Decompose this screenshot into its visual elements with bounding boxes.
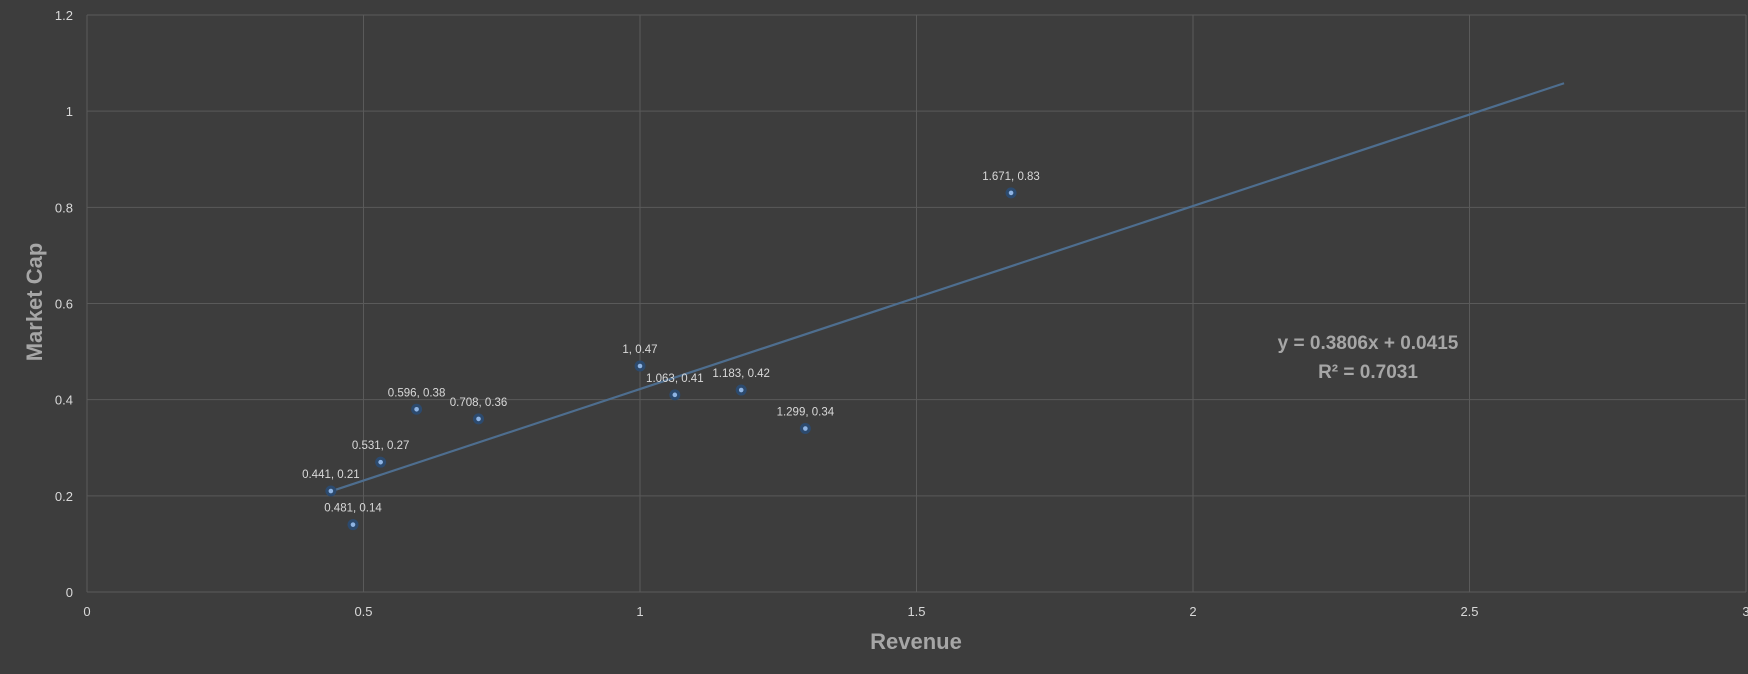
data-labels: 0.441, 0.21 0.481, 0.14 0.531, 0.27 0.596, … [302, 171, 1040, 515]
x-tick-label: 2.5 [1460, 604, 1478, 619]
data-label: 1.671, 0.83 [982, 171, 1040, 183]
y-tick-label: 0.6 [55, 297, 73, 312]
data-point[interactable] [799, 423, 811, 435]
data-point-marker [476, 416, 481, 422]
data-point[interactable] [411, 403, 423, 415]
trendline [330, 82, 1565, 493]
x-tick-label: 1 [636, 604, 643, 619]
data-point-marker [637, 363, 643, 369]
grid [86, 14, 1747, 593]
y-tick-label: 0.8 [55, 200, 73, 215]
y-axis-ticks: 0 0.2 0.4 0.6 0.8 1 1.2 [55, 8, 73, 600]
data-point[interactable] [473, 413, 485, 425]
data-points [325, 187, 1017, 531]
data-label: 1, 0.47 [622, 344, 657, 356]
data-label: 1.183, 0.42 [712, 368, 770, 380]
y-tick-label: 1.2 [55, 8, 73, 23]
data-point[interactable] [347, 519, 359, 531]
x-axis-title: Revenue [870, 629, 962, 654]
data-point[interactable] [634, 360, 646, 372]
y-axis-title: Market Cap [22, 243, 47, 362]
data-point-marker [738, 387, 744, 393]
x-axis-ticks: 0 0.5 1 1.5 2 2.5 3 [83, 604, 1748, 619]
x-tick-label: 0 [83, 604, 90, 619]
data-point[interactable] [1005, 187, 1017, 199]
y-tick-label: 0.2 [55, 489, 73, 504]
data-point[interactable] [375, 456, 387, 468]
trendline-equation: y = 0.3806x + 0.0415 [1278, 333, 1459, 354]
trendline-group [330, 82, 1565, 493]
x-tick-label: 0.5 [354, 604, 372, 619]
x-tick-label: 3 [1742, 604, 1748, 619]
data-label: 1.299, 0.34 [777, 407, 835, 419]
y-tick-label: 0 [66, 585, 73, 600]
data-point-marker [350, 522, 356, 527]
data-point-marker [803, 426, 808, 431]
data-label: 0.481, 0.14 [324, 503, 382, 515]
trendline-r-squared: R² = 0.7031 [1318, 362, 1418, 383]
data-point-marker [672, 392, 678, 398]
data-label: 0.441, 0.21 [302, 469, 360, 481]
y-tick-label: 0.4 [55, 393, 73, 408]
data-point-marker [378, 459, 383, 465]
data-point[interactable] [325, 485, 337, 497]
data-point-marker [414, 406, 419, 412]
data-point[interactable] [669, 389, 681, 401]
data-label: 0.708, 0.36 [450, 397, 508, 409]
data-point[interactable] [735, 384, 747, 396]
data-label: 0.531, 0.27 [352, 440, 410, 452]
data-point-marker [1008, 190, 1014, 196]
x-tick-label: 2 [1189, 604, 1196, 619]
data-point-marker [328, 488, 334, 494]
data-label: 1.063, 0.41 [646, 373, 704, 385]
x-tick-label: 1.5 [907, 604, 925, 619]
y-tick-label: 1 [66, 104, 73, 119]
data-label: 0.596, 0.38 [388, 387, 446, 399]
